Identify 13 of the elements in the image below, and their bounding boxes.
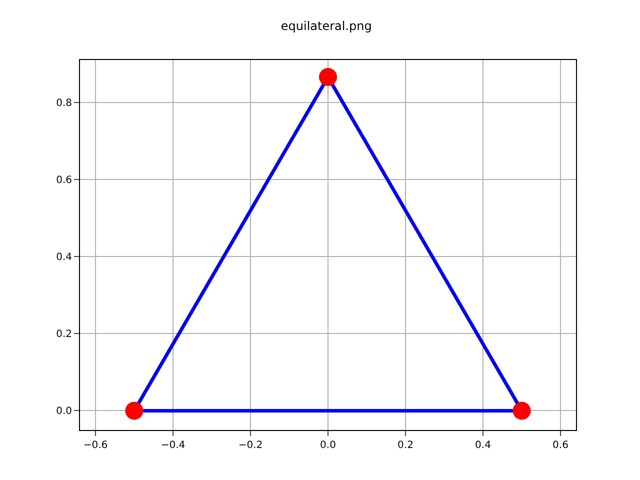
x-tick-label: 0.0 (320, 440, 336, 451)
y-tick-label: 0.6 (56, 174, 72, 186)
chart-title: equilateral.png (280, 19, 372, 33)
x-tick-label: −0.4 (160, 440, 186, 451)
y-tick-label: 0.0 (56, 406, 72, 418)
y-tick-label: 0.8 (56, 98, 72, 109)
x-tick-label: −0.6 (83, 440, 108, 451)
x-tick-label: 0.4 (475, 440, 491, 451)
x-tick-label: 0.6 (552, 440, 568, 451)
x-tick-label: 0.2 (398, 440, 414, 451)
y-tick-label: 0.4 (56, 252, 72, 264)
x-tick-label: −0.2 (238, 440, 263, 451)
y-tick-label: 0.2 (56, 329, 72, 340)
